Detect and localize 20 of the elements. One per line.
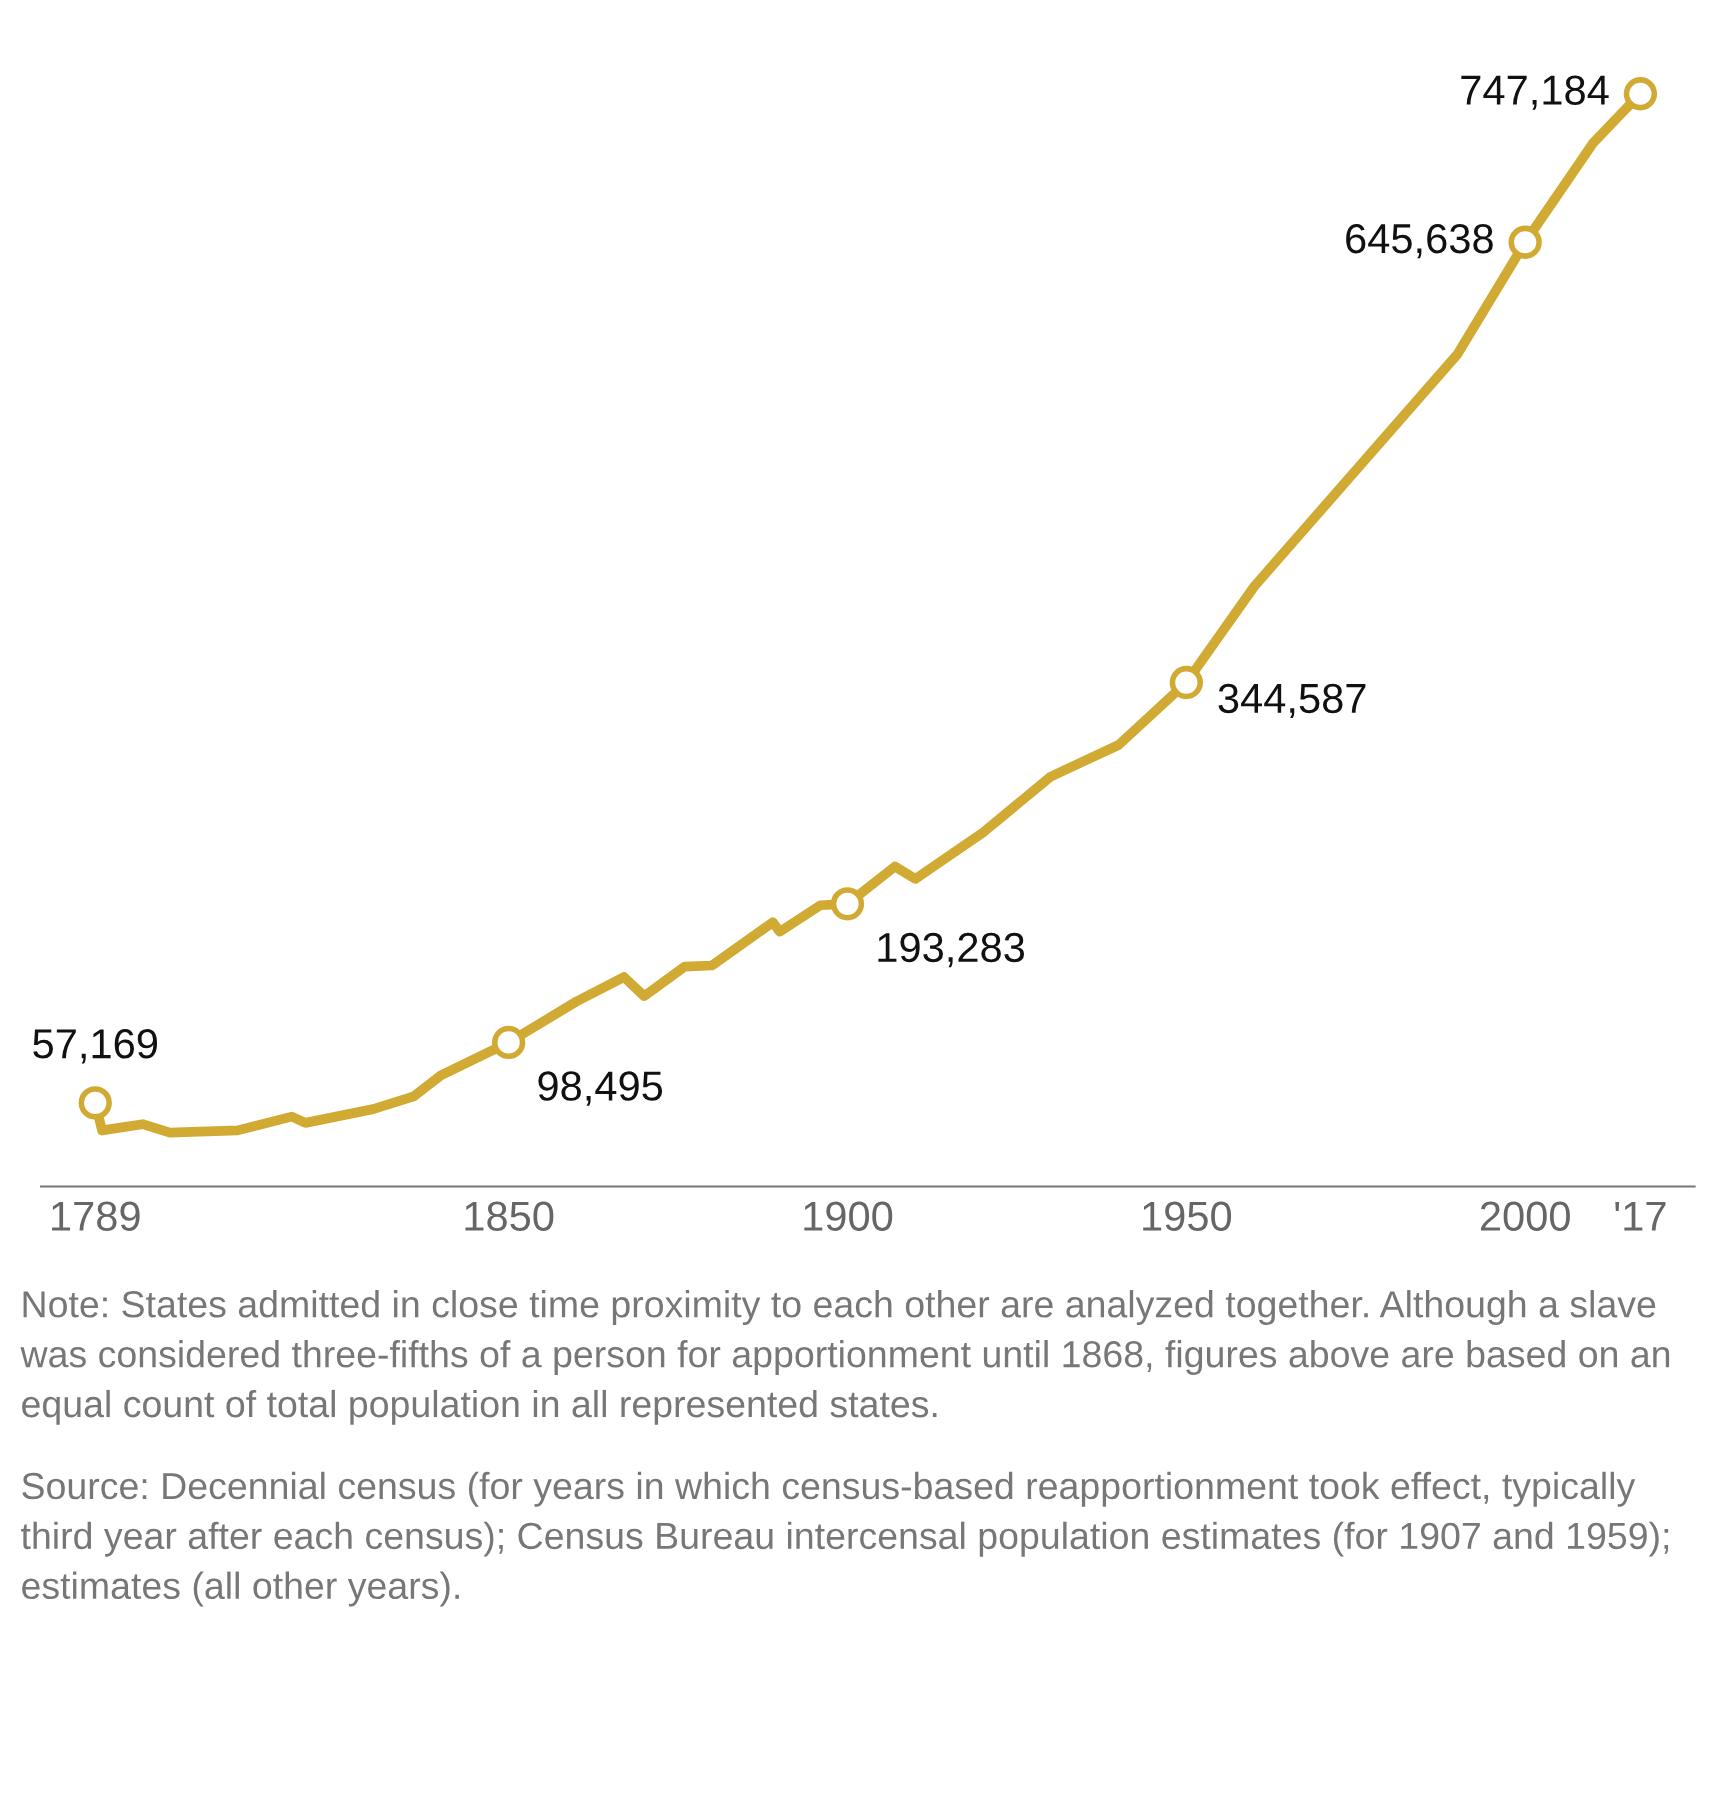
data-label: 98,495	[538, 1071, 663, 1106]
point	[1508, 225, 1542, 259]
source-note: Source: Decennial census (for years in which census-based reapportionment took effect, typically third year after each census); Census Bureau intercensal population estimates (for 1907 and 1959); estimates (all other years).	[21, 1471, 1669, 1607]
data-label: 747,184	[1461, 75, 1609, 110]
text: Note: States admitted in close time proximity to each other are analyzed together. Although a slave was considered three-fifths of a person for apportionment until 1868, figures above are based on an equal count of total population in all represented states.	[20, 1290, 1670, 1425]
x-tick-label: 1900	[804, 1201, 893, 1231]
x-tick-label: 1789	[52, 1201, 140, 1231]
x-tick-label: 1950	[1143, 1201, 1232, 1231]
point	[1623, 77, 1658, 111]
x-tick-label: '17	[1615, 1201, 1666, 1231]
data-label: 193,283	[878, 932, 1025, 968]
x-tick-label: 2000	[1480, 1201, 1570, 1231]
data-label: 57,169	[33, 1029, 158, 1064]
point	[830, 887, 865, 921]
point	[1169, 665, 1204, 700]
x-tick-label: 1850	[465, 1201, 554, 1231]
data-label: 645,638	[1346, 223, 1493, 259]
point	[78, 1086, 112, 1120]
data-label: 344,587	[1218, 683, 1366, 719]
point	[491, 1025, 526, 1060]
